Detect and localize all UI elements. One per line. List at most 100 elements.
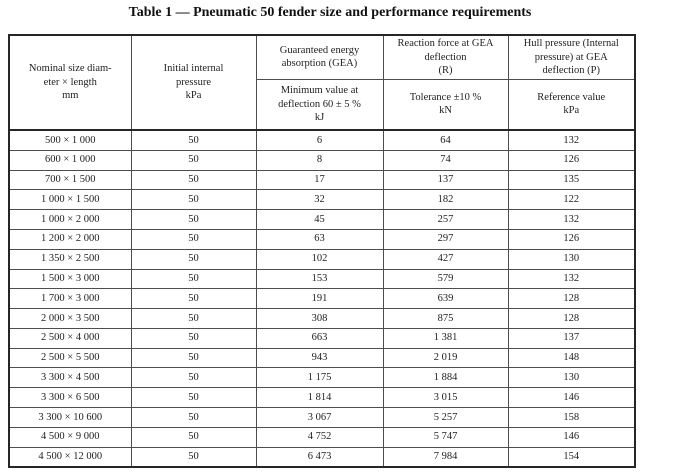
- col-subheader-tolerance: Tolerance ±10 % kN: [382, 78, 509, 131]
- table-header: Nominal size diam- eter × length mm Init…: [8, 34, 636, 131]
- table-cell: 137: [382, 169, 509, 191]
- table-row: 2 500 × 4 000 50 663 1 381 137: [8, 327, 636, 349]
- table-cell: 64: [382, 129, 509, 151]
- table-cell: 50: [130, 327, 257, 349]
- table-cell: 50: [130, 169, 257, 191]
- table-body: 500 × 1 000 50 6 64 132 600 × 1 000 50 8 74 126 70…: [8, 129, 636, 468]
- table-cell: 126: [507, 149, 636, 171]
- col-subheader-reference-value: Reference value kPa: [507, 78, 636, 131]
- table-cell: 153: [255, 268, 384, 290]
- table-row: 1 200 × 2 000 50 63 297 126: [8, 228, 636, 250]
- table-row: 700 × 1 500 50 17 137 135: [8, 169, 636, 191]
- table-row: 1 000 × 1 500 50 32 182 122: [8, 189, 636, 211]
- table-row: 1 350 × 2 500 50 102 427 130: [8, 248, 636, 270]
- table-row: 4 500 × 9 000 50 4 752 5 747 146: [8, 426, 636, 448]
- table-cell: 148: [507, 347, 636, 369]
- table-cell: 1 500 × 3 000: [8, 268, 132, 290]
- table-cell: 7 984: [382, 446, 509, 468]
- table-cell: 50: [130, 189, 257, 211]
- table-cell: 1 175: [255, 367, 384, 389]
- table-cell: 50: [130, 268, 257, 290]
- table-row: 2 500 × 5 500 50 943 2 019 148: [8, 347, 636, 369]
- table-cell: 50: [130, 149, 257, 171]
- table-cell: 50: [130, 209, 257, 230]
- table-cell: 130: [507, 367, 636, 389]
- table-row: 1 500 × 3 000 50 153 579 132: [8, 268, 636, 290]
- table-cell: 158: [507, 407, 636, 428]
- col-subheader-gea-minimum: Minimum value at deflection 60 ± 5 % kJ: [255, 78, 384, 131]
- table-cell: 943: [255, 347, 384, 369]
- table-cell: 50: [130, 446, 257, 468]
- col-header-initial-pressure: Initial internal pressure kPa: [130, 34, 257, 131]
- table-cell: 6: [255, 129, 384, 151]
- table-cell: 137: [507, 327, 636, 349]
- table-cell: 2 000 × 3 500: [8, 308, 132, 329]
- table-cell: 132: [507, 268, 636, 290]
- fender-table: Nominal size diam- eter × length mm Init…: [8, 34, 636, 469]
- header-row-sub: Minimum value at deflection 60 ± 5 % kJ …: [9, 78, 636, 131]
- table-row: 3 300 × 10 600 50 3 067 5 257 158: [8, 407, 636, 428]
- table-cell: 308: [255, 308, 384, 329]
- table-cell: 50: [130, 129, 257, 151]
- table-cell: 875: [382, 308, 509, 329]
- table-row: 1 000 × 2 000 50 45 257 132: [8, 209, 636, 230]
- table-cell: 1 350 × 2 500: [8, 248, 132, 270]
- table-cell: 63: [255, 228, 384, 250]
- table-cell: 1 884: [382, 367, 509, 389]
- table-cell: 4 500 × 12 000: [8, 446, 132, 468]
- table-cell: 182: [382, 189, 509, 211]
- table-cell: 50: [130, 407, 257, 428]
- table-cell: 2 019: [382, 347, 509, 369]
- col-header-gea: Guaranteed energy absorption (GEA): [255, 34, 384, 80]
- table-cell: 3 067: [255, 407, 384, 428]
- table-cell: 50: [130, 387, 257, 409]
- table-cell: 6 473: [255, 446, 384, 468]
- table-row: 4 500 × 12 000 50 6 473 7 984 154: [8, 446, 636, 468]
- table-cell: 128: [507, 308, 636, 329]
- table-cell: 154: [507, 446, 636, 468]
- table-cell: 3 015: [382, 387, 509, 409]
- table-cell: 4 752: [255, 426, 384, 448]
- table-row: 2 000 × 3 500 50 308 875 128: [8, 308, 636, 329]
- header-row-top: Nominal size diam- eter × length mm Init…: [8, 34, 636, 131]
- table-cell: 4 500 × 9 000: [8, 426, 132, 448]
- table-cell: 700 × 1 500: [8, 169, 132, 191]
- table-cell: 3 300 × 4 500: [8, 367, 132, 389]
- table-row: 3 300 × 6 500 50 1 814 3 015 146: [8, 387, 636, 409]
- table-cell: 50: [130, 248, 257, 270]
- table-cell: 1 700 × 3 000: [8, 288, 132, 310]
- table-cell: 257: [382, 209, 509, 230]
- table-cell: 45: [255, 209, 384, 230]
- table-cell: 663: [255, 327, 384, 349]
- table-row: 3 300 × 4 500 50 1 175 1 884 130: [8, 367, 636, 389]
- table-cell: 122: [507, 189, 636, 211]
- col-header-nominal-size: Nominal size diam- eter × length mm: [8, 34, 132, 131]
- table-cell: 50: [130, 308, 257, 329]
- table-cell: 17: [255, 169, 384, 191]
- table-cell: 132: [507, 129, 636, 151]
- table-cell: 50: [130, 426, 257, 448]
- table-cell: 297: [382, 228, 509, 250]
- table-row: 600 × 1 000 50 8 74 126: [8, 149, 636, 171]
- table-cell: 3 300 × 10 600: [8, 407, 132, 428]
- table-cell: 146: [507, 426, 636, 448]
- table-cell: 50: [130, 228, 257, 250]
- table-cell: 1 814: [255, 387, 384, 409]
- table-cell: 5 747: [382, 426, 509, 448]
- table-cell: 500 × 1 000: [8, 129, 132, 151]
- table-row: 500 × 1 000 50 6 64 132: [8, 129, 636, 151]
- table-title: Table 1 — Pneumatic 50 fender size and p…: [128, 5, 532, 20]
- table-cell: 74: [382, 149, 509, 171]
- table-cell: 132: [507, 209, 636, 230]
- table-cell: 130: [507, 248, 636, 270]
- table-cell: 639: [382, 288, 509, 310]
- table-cell: 50: [130, 367, 257, 389]
- table-cell: 126: [507, 228, 636, 250]
- table-cell: 50: [130, 288, 257, 310]
- col-header-hull-pressure: Hull pressure (Internal pressure) at GEA…: [507, 34, 636, 80]
- table-cell: 1 000 × 1 500: [8, 189, 132, 211]
- table-cell: 2 500 × 5 500: [8, 347, 132, 369]
- table-cell: 191: [255, 288, 384, 310]
- table-cell: 2 500 × 4 000: [8, 327, 132, 349]
- table-cell: 146: [507, 387, 636, 409]
